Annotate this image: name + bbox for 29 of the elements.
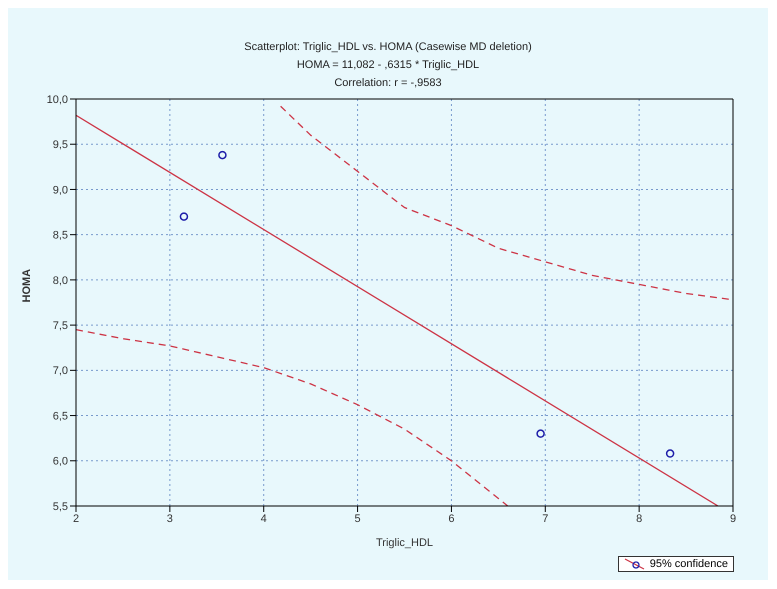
y-tick-label: 8,5 — [52, 230, 68, 242]
x-tick-label: 5 — [354, 512, 361, 525]
chart-title: Scatterplot: Triglic_HDL vs. HOMA (Casewise MD deletion) — [243, 40, 533, 55]
x-tick-label: 2 — [72, 512, 80, 525]
y-tick-label: 6,5 — [52, 410, 68, 422]
point — [666, 449, 674, 458]
y-tick-label: 5,5 — [52, 500, 68, 513]
y-axis-title: HOMA — [20, 268, 33, 302]
y-tick-label: 9,5 — [52, 139, 68, 152]
y-tick-label: 8,0 — [52, 274, 68, 287]
x-tick-label: 6 — [448, 512, 454, 525]
x-tick-label: 9 — [730, 512, 736, 525]
y-tick-label: 9,0 — [52, 184, 68, 196]
y-tick-label: 6,0 — [52, 456, 68, 468]
y-tick-label: 10,0 — [46, 94, 68, 106]
x-tick-label: 8 — [636, 512, 642, 525]
x-axis-title: Triglic_HDL — [376, 537, 434, 549]
point — [218, 150, 227, 160]
line-series — [76, 328, 508, 506]
x-tick-label: 4 — [260, 512, 267, 525]
x-tick-label: 7 — [542, 512, 548, 525]
text: Correlation: r = -,9583 — [333, 76, 443, 91]
point — [536, 429, 545, 438]
point — [180, 212, 188, 221]
x-tick-label: 3 — [166, 512, 173, 525]
legend-label: 95% confidence — [650, 558, 728, 570]
y-tick-label: 7,0 — [52, 365, 68, 378]
chart-subtitle: HOMA = 11,082 - ,6315 * Triglic_HDL — [296, 58, 480, 73]
y-tick-label: 7,5 — [52, 320, 68, 332]
